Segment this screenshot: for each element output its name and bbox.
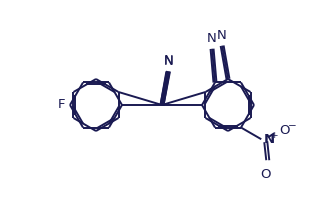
Text: N: N [263, 133, 274, 146]
Text: F: F [57, 99, 65, 112]
Text: N: N [164, 55, 174, 68]
Text: −: − [288, 121, 297, 131]
Text: N: N [216, 29, 226, 42]
Text: O: O [279, 124, 290, 137]
Text: N: N [164, 54, 173, 67]
Text: O: O [260, 168, 271, 181]
Text: N: N [207, 32, 217, 45]
Text: +: + [270, 131, 278, 140]
